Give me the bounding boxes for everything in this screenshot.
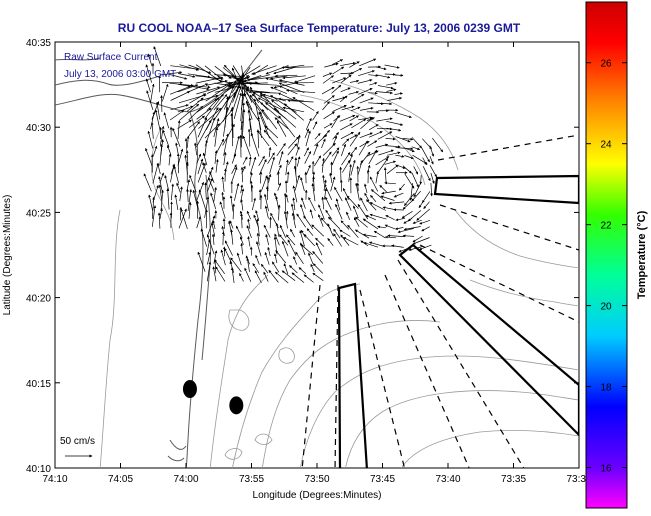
y-tick-label: 40:15: [26, 379, 51, 390]
y-tick-label: 40:10: [26, 464, 51, 475]
colorbar-gradient: [586, 2, 627, 508]
colorbar: 26 24 22 20 18 16 Temperature (°C): [586, 2, 648, 508]
y-tick-label: 40:35: [26, 38, 51, 49]
x-tick-label: 73:55: [239, 474, 264, 485]
colorbar-tick-label: 18: [600, 383, 612, 394]
x-tick-label: 73:40: [435, 474, 460, 485]
y-tick-label: 40:25: [26, 208, 51, 219]
x-tick-label: 74:10: [42, 474, 67, 485]
plot-frame: [55, 42, 579, 468]
plot-area: Raw Surface Current July 13, 2006 03:00 …: [55, 42, 579, 470]
scale-label: 50 cm/s: [60, 436, 95, 447]
colorbar-tick-label: 24: [600, 140, 612, 151]
legend-line-1: Raw Surface Current: [64, 52, 158, 63]
x-tick-label: 74:05: [108, 474, 133, 485]
current-vector: [385, 74, 395, 75]
y-axis-label: Latitude (Degrees:Minutes): [2, 195, 13, 316]
legend-line-2: July 13, 2006 03:00 GMT: [64, 69, 176, 80]
x-tick-label: 74:00: [173, 474, 198, 485]
y-tick-label: 40:20: [26, 294, 51, 305]
colorbar-tick-label: 20: [600, 302, 612, 313]
colorbar-tick-label: 26: [600, 59, 612, 70]
current-vector: [242, 167, 243, 182]
y-tick-label: 40:30: [26, 123, 51, 134]
colorbar-tick-label: 16: [600, 464, 612, 475]
station-marker: [229, 396, 243, 414]
current-vector: [395, 75, 403, 76]
x-tick-label: 73:50: [304, 474, 329, 485]
station-marker: [183, 380, 197, 398]
current-vector: [225, 169, 226, 182]
x-tick-label: 73:45: [370, 474, 395, 485]
x-axis-label: Longitude (Degrees:Minutes): [253, 490, 382, 501]
colorbar-label: Temperature (°C): [636, 210, 648, 299]
chart-title: RU COOL NOAA–17 Sea Surface Temperature:…: [118, 21, 521, 35]
colorbar-tick-label: 22: [600, 221, 612, 232]
x-tick-label: 73:35: [501, 474, 526, 485]
current-vector: [223, 232, 224, 245]
